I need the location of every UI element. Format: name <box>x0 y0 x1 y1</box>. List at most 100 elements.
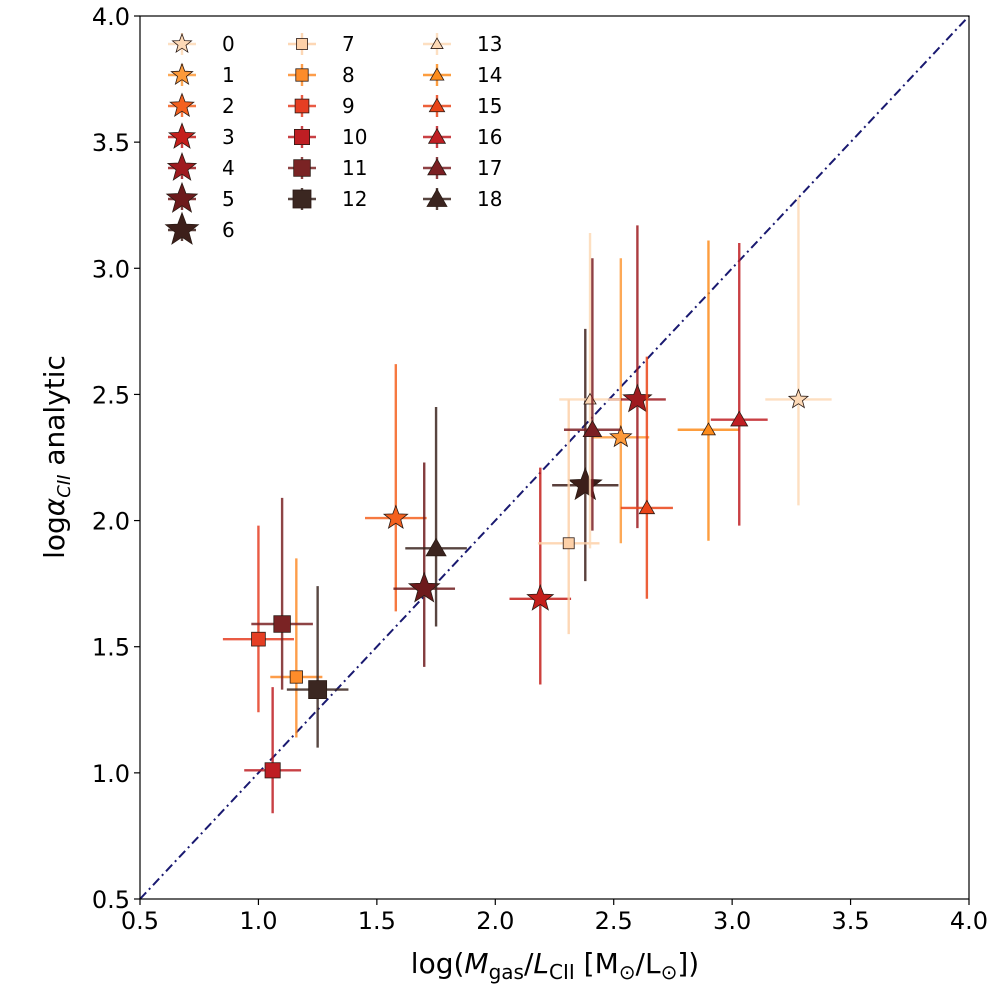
legend-item-5: 5 <box>165 181 235 213</box>
y-tick-label: 1.0 <box>92 760 130 788</box>
legend-marker <box>167 122 197 149</box>
legend-item-16: 16 <box>423 125 502 149</box>
y-tick-label: 3.0 <box>92 255 130 283</box>
data-point-0 <box>765 197 832 506</box>
legend-label: 4 <box>222 156 235 180</box>
data-point-15 <box>620 356 673 599</box>
legend-marker <box>426 188 448 207</box>
legend-marker <box>292 189 312 209</box>
x-tick-label: 2.5 <box>595 907 633 935</box>
y-tick-label: 2.5 <box>92 381 130 409</box>
legend-item-13: 13 <box>423 32 502 56</box>
data-point-6 <box>552 328 619 582</box>
data-point-11 <box>251 497 313 690</box>
legend-item-6: 6 <box>164 211 235 245</box>
legend-label: 18 <box>477 187 502 211</box>
data-point-14 <box>677 240 740 541</box>
x-tick-label: 3.5 <box>831 907 869 935</box>
legend-label: 9 <box>342 94 355 118</box>
legend-marker <box>165 181 199 213</box>
marker-triangle <box>638 499 656 515</box>
legend-item-7: 7 <box>288 32 355 56</box>
legend-label: 15 <box>477 94 502 118</box>
legend-label: 6 <box>222 218 235 242</box>
legend-label: 12 <box>342 187 367 211</box>
legend-label: 17 <box>477 156 502 180</box>
legend-label: 13 <box>477 32 502 56</box>
legend-label: 1 <box>222 63 235 87</box>
legend-marker <box>429 67 445 81</box>
legend-marker <box>171 32 193 54</box>
marker-square <box>308 680 328 700</box>
legend-label: 5 <box>222 187 235 211</box>
legend-marker <box>296 38 308 50</box>
data-point-12 <box>286 586 349 748</box>
legend-marker <box>427 158 447 176</box>
data-point-13 <box>559 232 621 549</box>
legend-item-15: 15 <box>423 94 502 118</box>
y-tick-label: 2.0 <box>92 508 130 536</box>
legend-marker <box>430 37 444 49</box>
marker-square <box>562 537 575 550</box>
legend-marker <box>428 97 446 113</box>
legend-item-11: 11 <box>288 156 367 180</box>
marker-triangle <box>700 422 716 436</box>
x-tick-label: 4.0 <box>950 907 988 935</box>
data-point-17 <box>563 258 621 531</box>
legend-marker <box>427 127 447 144</box>
marker-star <box>787 388 810 409</box>
data-point-3 <box>509 467 572 685</box>
data-points <box>222 197 832 814</box>
data-point-2 <box>365 364 427 612</box>
legend-label: 0 <box>222 32 235 56</box>
marker-triangle <box>582 419 603 438</box>
legend-label: 8 <box>342 63 355 87</box>
reference-line <box>139 15 970 900</box>
data-point-8 <box>270 558 323 738</box>
legend-label: 3 <box>222 125 235 149</box>
legend-item-8: 8 <box>288 63 355 87</box>
x-axis-ticks: 0.5 1.0 1.5 2.0 2.5 3.0 3.5 4.0 <box>121 899 988 935</box>
legend-item-9: 9 <box>288 94 355 118</box>
marker-square <box>289 670 303 684</box>
legend-item-1: 1 <box>168 62 235 87</box>
data-point-10 <box>244 687 302 814</box>
marker-triangle <box>425 537 447 557</box>
marker-square <box>273 615 291 633</box>
legend-label: 14 <box>477 63 502 87</box>
x-tick-label: 3.0 <box>713 907 751 935</box>
legend-label: 2 <box>222 94 235 118</box>
legend-marker <box>295 68 309 82</box>
y-axis-label: logαCII analytic <box>38 355 75 559</box>
legend-item-2: 2 <box>168 92 235 118</box>
x-tick-label: 1.5 <box>358 907 396 935</box>
legend-item-3: 3 <box>167 122 235 149</box>
legend-item-4: 4 <box>166 152 235 181</box>
y-tick-label: 4.0 <box>92 3 130 31</box>
legend-item-10: 10 <box>288 125 367 149</box>
legend-marker <box>164 211 200 245</box>
legend-label: 10 <box>342 125 367 149</box>
legend-item-17: 17 <box>423 156 502 180</box>
data-point-1 <box>592 258 650 544</box>
y-tick-label: 1.5 <box>92 634 130 662</box>
data-point-16 <box>710 243 768 526</box>
marker-square <box>251 631 266 647</box>
legend-marker <box>293 159 311 177</box>
legend-item-14: 14 <box>423 63 502 87</box>
legend-marker <box>293 128 310 145</box>
x-tick-label: 1.0 <box>239 907 277 935</box>
marker-star <box>382 504 409 530</box>
legend-marker <box>170 62 194 85</box>
marker-star <box>526 584 555 611</box>
legend-label: 7 <box>342 32 355 56</box>
marker-triangle <box>730 410 749 427</box>
y-tick-label: 0.5 <box>92 886 130 914</box>
x-tick-label: 2.0 <box>476 907 514 935</box>
legend-label: 11 <box>342 156 367 180</box>
legend-label: 16 <box>477 125 502 149</box>
y-tick-label: 3.5 <box>92 129 130 157</box>
